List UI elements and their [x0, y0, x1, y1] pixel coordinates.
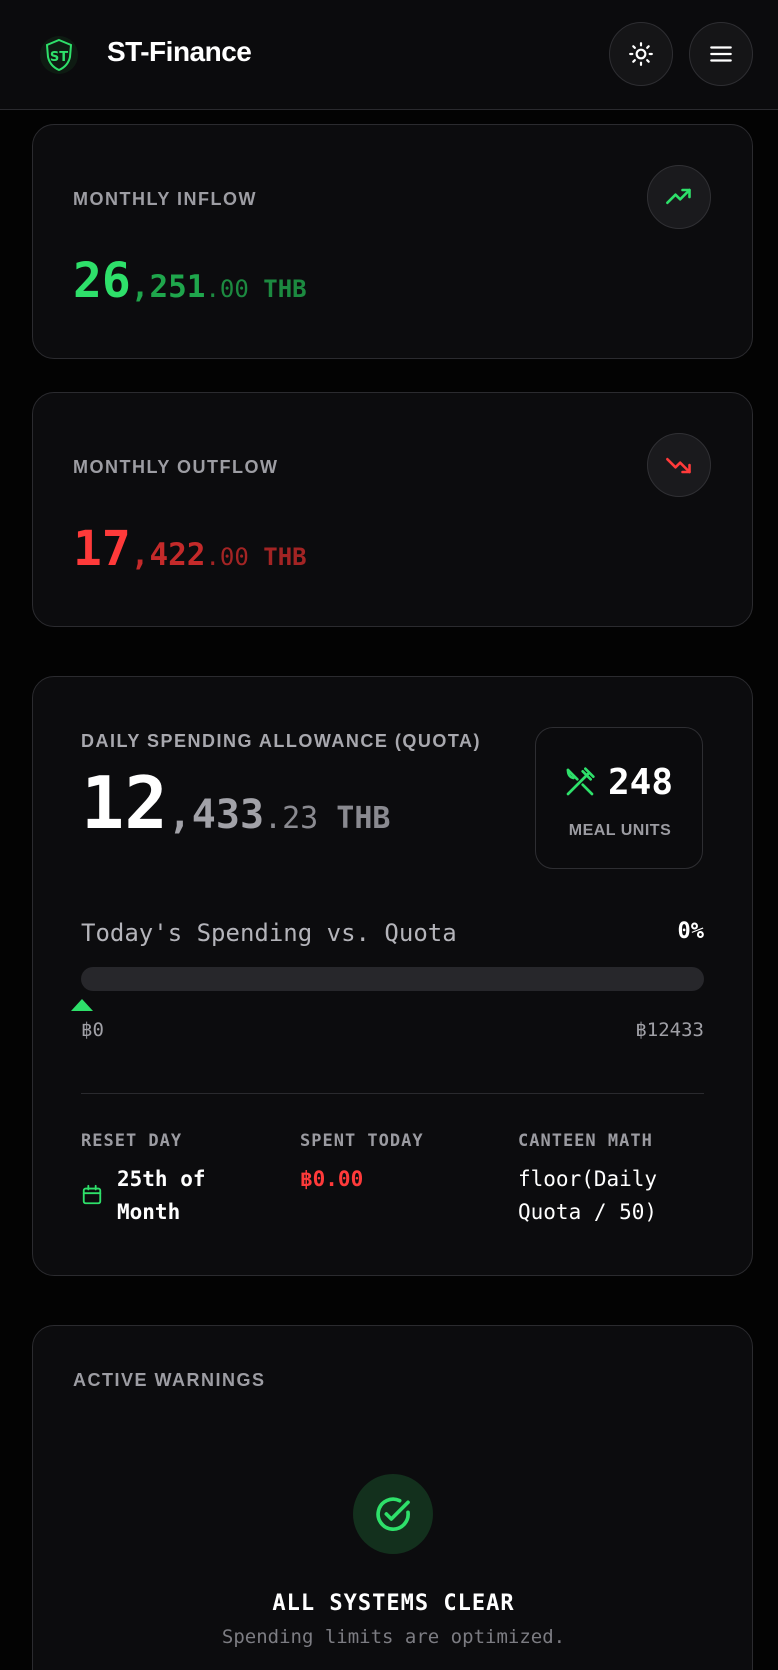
- quota-amount-cents: .23: [264, 801, 319, 836]
- inflow-amount-major: 26: [73, 253, 131, 309]
- spending-progress-bar: [81, 967, 704, 991]
- theme-toggle-button[interactable]: [609, 22, 673, 86]
- canteen-math-label: CANTEEN MATH: [518, 1131, 653, 1151]
- status-title: ALL SYSTEMS CLEAR: [272, 1591, 515, 1616]
- shield-logo-icon[interactable]: ST: [36, 32, 82, 78]
- progress-max-label: ฿12433: [635, 1019, 704, 1041]
- outflow-label: MONTHLY OUTFLOW: [73, 457, 279, 477]
- outflow-amount: 17,422.00 THB: [73, 521, 307, 577]
- quota-amount: 12,433.23 THB: [81, 761, 390, 845]
- sun-icon: [629, 42, 653, 66]
- trend-down-badge: [647, 433, 711, 497]
- status-subtitle: Spending limits are optimized.: [221, 1626, 566, 1648]
- inflow-amount-cents: .00: [205, 275, 249, 303]
- check-circle-icon: [376, 1497, 410, 1531]
- status-badge: [353, 1474, 433, 1554]
- progress-title: Today's Spending vs. Quota: [81, 919, 457, 947]
- app-header: ST ST-Finance: [0, 0, 778, 110]
- monthly-outflow-card: MONTHLY OUTFLOW 17,422.00 THB: [32, 392, 753, 627]
- quota-currency: THB: [318, 801, 391, 836]
- daily-quota-card: DAILY SPENDING ALLOWANCE (QUOTA) 12,433.…: [32, 676, 753, 1276]
- canteen-math-value: floor(Daily Quota / 50): [518, 1167, 658, 1224]
- quota-amount-major: 12: [81, 761, 168, 845]
- utensils-crossed-icon: [566, 767, 595, 796]
- meal-units-label: MEAL UNITS: [568, 822, 672, 839]
- menu-button[interactable]: [689, 22, 753, 86]
- monthly-inflow-card: MONTHLY INFLOW 26,251.00 THB: [32, 124, 753, 359]
- trend-up-badge: [647, 165, 711, 229]
- meal-units-value: 248: [608, 762, 674, 803]
- progress-marker-icon: [71, 999, 93, 1011]
- warnings-label: ACTIVE WARNINGS: [73, 1370, 266, 1390]
- divider: [81, 1093, 704, 1094]
- trending-up-icon: [666, 188, 691, 205]
- spent-today-value: ฿0.00: [300, 1167, 364, 1191]
- trending-down-icon: [666, 457, 691, 474]
- outflow-currency: THB: [248, 543, 307, 571]
- quota-label: DAILY SPENDING ALLOWANCE (QUOTA): [81, 731, 482, 751]
- reset-day-label: RESET DAY: [81, 1131, 183, 1151]
- inflow-currency: THB: [248, 275, 307, 303]
- progress-percent: 0%: [677, 919, 705, 944]
- hamburger-menu-icon: [710, 46, 732, 62]
- outflow-amount-cents: .00: [205, 543, 249, 571]
- progress-min-label: ฿0: [81, 1019, 104, 1041]
- inflow-amount: 26,251.00 THB: [73, 253, 307, 309]
- outflow-amount-thousands: ,422: [130, 537, 206, 573]
- inflow-amount-thousands: ,251: [130, 269, 206, 305]
- spent-today-label: SPENT TODAY: [300, 1131, 424, 1151]
- svg-text:ST: ST: [50, 50, 68, 65]
- reset-day-value: 25th of Month: [117, 1167, 206, 1224]
- inflow-label: MONTHLY INFLOW: [73, 189, 257, 209]
- active-warnings-card: ACTIVE WARNINGS ALL SYSTEMS CLEAR Spendi…: [32, 1325, 753, 1670]
- outflow-amount-major: 17: [73, 521, 131, 577]
- calendar-icon: [82, 1184, 102, 1205]
- meal-units-box: 248 MEAL UNITS: [535, 727, 703, 869]
- quota-amount-thousands: ,433: [167, 792, 265, 838]
- brand-title[interactable]: ST-Finance: [107, 36, 252, 67]
